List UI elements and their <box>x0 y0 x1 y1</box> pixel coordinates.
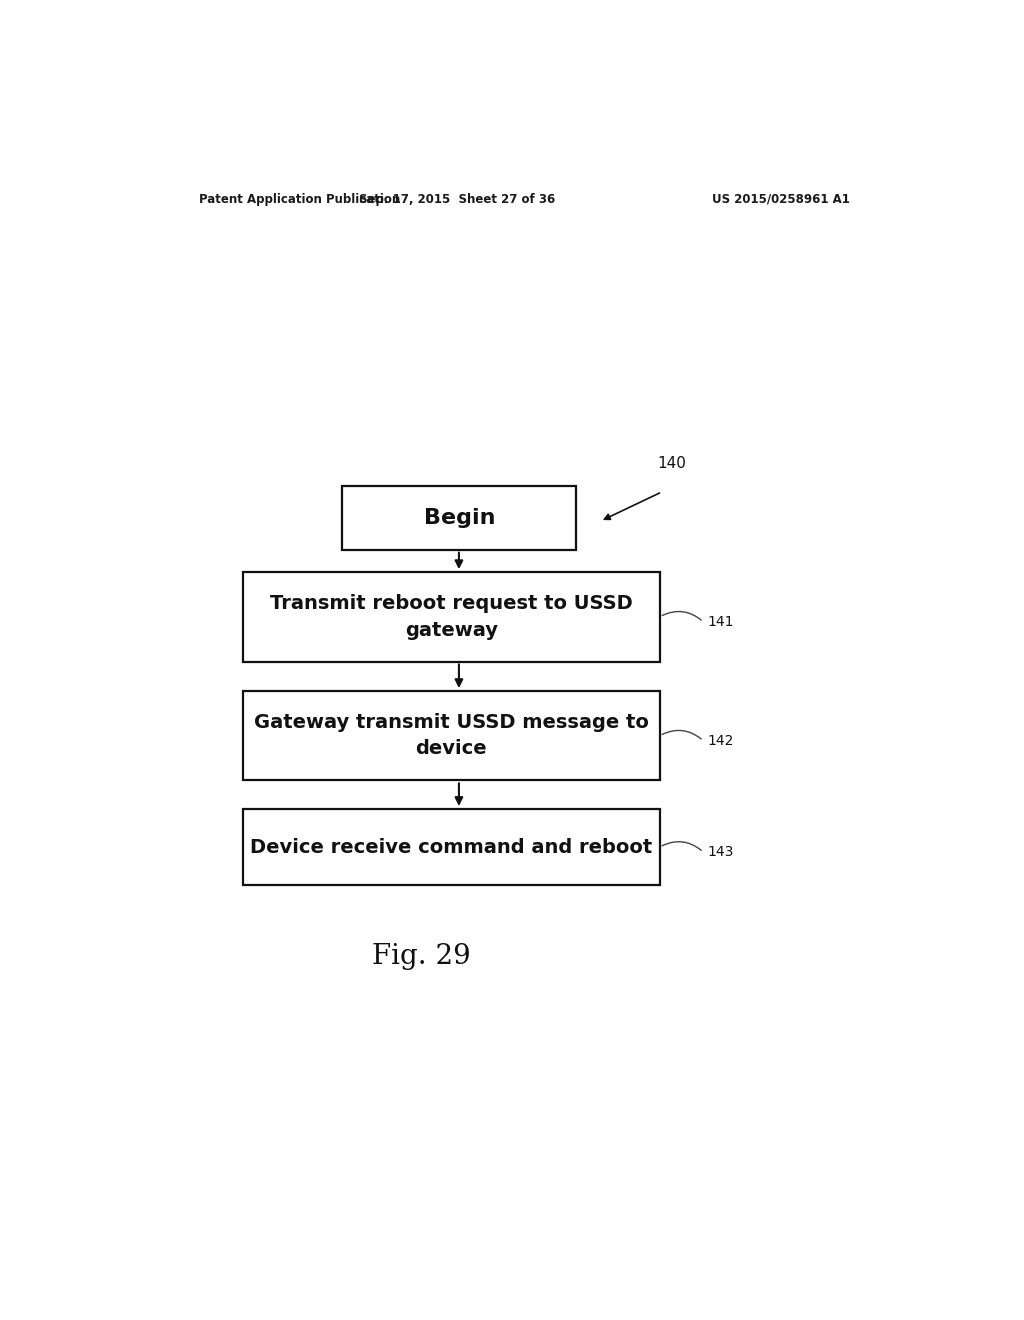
Text: Transmit reboot request to USSD
gateway: Transmit reboot request to USSD gateway <box>270 594 633 640</box>
FancyBboxPatch shape <box>243 809 659 886</box>
FancyBboxPatch shape <box>342 486 577 549</box>
FancyBboxPatch shape <box>243 572 659 661</box>
Text: Fig. 29: Fig. 29 <box>373 942 471 970</box>
Text: Patent Application Publication: Patent Application Publication <box>200 193 400 206</box>
Text: Gateway transmit USSD message to
device: Gateway transmit USSD message to device <box>254 713 649 759</box>
Text: Begin: Begin <box>424 508 495 528</box>
Text: 142: 142 <box>708 734 734 748</box>
Text: Sep. 17, 2015  Sheet 27 of 36: Sep. 17, 2015 Sheet 27 of 36 <box>359 193 555 206</box>
Text: 143: 143 <box>708 845 734 859</box>
Text: 140: 140 <box>657 457 686 471</box>
Text: Device receive command and reboot: Device receive command and reboot <box>250 837 652 857</box>
Text: 141: 141 <box>708 615 734 628</box>
Text: US 2015/0258961 A1: US 2015/0258961 A1 <box>713 193 850 206</box>
FancyBboxPatch shape <box>243 690 659 780</box>
